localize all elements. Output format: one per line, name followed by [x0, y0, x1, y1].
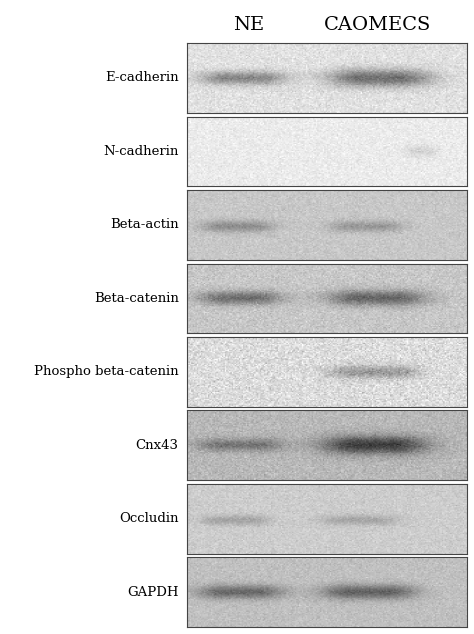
Text: NE: NE — [233, 16, 264, 34]
Text: Cnx43: Cnx43 — [136, 439, 179, 452]
Text: Beta-catenin: Beta-catenin — [94, 292, 179, 305]
Text: E-cadherin: E-cadherin — [105, 72, 179, 84]
Text: N-cadherin: N-cadherin — [103, 145, 179, 158]
Text: Occludin: Occludin — [119, 512, 179, 525]
Text: CAOMECS: CAOMECS — [324, 16, 431, 34]
Text: Phospho beta-catenin: Phospho beta-catenin — [34, 365, 179, 378]
Text: GAPDH: GAPDH — [127, 586, 179, 598]
Text: Beta-actin: Beta-actin — [110, 218, 179, 231]
